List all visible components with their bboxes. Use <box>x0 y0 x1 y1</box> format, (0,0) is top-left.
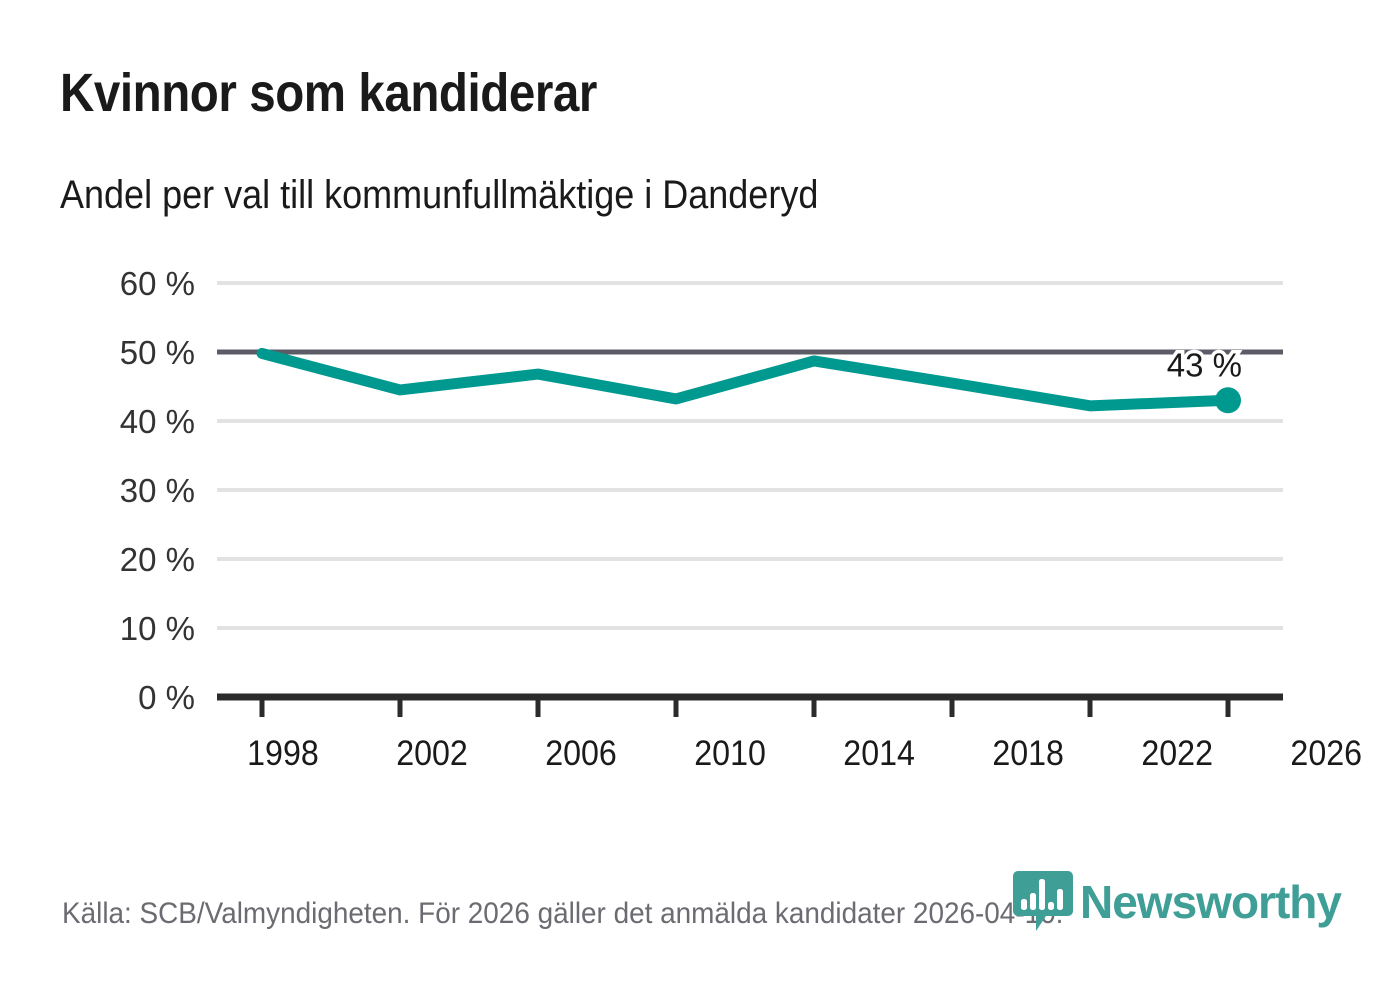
x-axis-tick-label: 2018 <box>992 735 1064 774</box>
speech-bubble-bar-chart-icon <box>1013 871 1073 931</box>
line-chart: 0 % 10 % 20 % 30 % 40 % 50 % 60 % 1998 2002 2006… <box>0 250 1382 790</box>
x-axis-ticks <box>259 697 1231 717</box>
x-axis-tick-label: 2014 <box>843 735 915 774</box>
y-axis-tick-label: 60 % <box>120 265 195 302</box>
y-axis-tick-label: 10 % <box>120 610 195 647</box>
x-axis-tick-label: 1998 <box>247 735 319 774</box>
y-axis-tick-labels: 0 % 10 % 20 % 30 % 40 % 50 % 60 % <box>120 265 195 716</box>
series-line <box>256 347 1234 412</box>
y-axis-tick-label: 30 % <box>120 472 195 509</box>
y-axis-tick-label: 20 % <box>120 541 195 578</box>
y-axis-tick-label: 40 % <box>120 403 195 440</box>
x-axis-tick-label: 2022 <box>1141 735 1213 774</box>
x-axis-tick-label: 2026 <box>1290 735 1362 774</box>
logo-wordmark: Newsworthy <box>1080 876 1342 928</box>
chart-canvas: 0 % 10 % 20 % 30 % 40 % 50 % 60 % 1998 2002 2006… <box>120 265 1362 774</box>
x-axis-tick-label: 2002 <box>396 735 468 774</box>
data-point-value-label: 43 % <box>1167 346 1242 383</box>
page-subtitle: Andel per val till kommunfullmäktige i D… <box>60 173 819 217</box>
source-note: Källa: SCB/Valmyndigheten. För 2026 gäll… <box>62 897 1064 930</box>
y-axis-tick-label: 0 % <box>138 679 195 716</box>
series-line-group <box>256 347 1234 412</box>
data-point-marker <box>1215 387 1241 414</box>
page-title: Kvinnor som kandiderar <box>60 63 597 123</box>
x-axis-tick-label: 2010 <box>694 735 766 774</box>
value-annotations: 43 % <box>1163 343 1245 387</box>
gridlines-group <box>217 281 1283 630</box>
data-point-markers <box>1215 387 1241 414</box>
y-axis-tick-label: 50 % <box>120 334 195 371</box>
x-axis-tick-labels: 1998 2002 2006 2010 2014 2018 2022 2026 <box>247 735 1362 774</box>
newsworthy-logo[interactable]: Newsworthy <box>1012 868 1342 940</box>
x-axis-tick-label: 2006 <box>545 735 617 774</box>
